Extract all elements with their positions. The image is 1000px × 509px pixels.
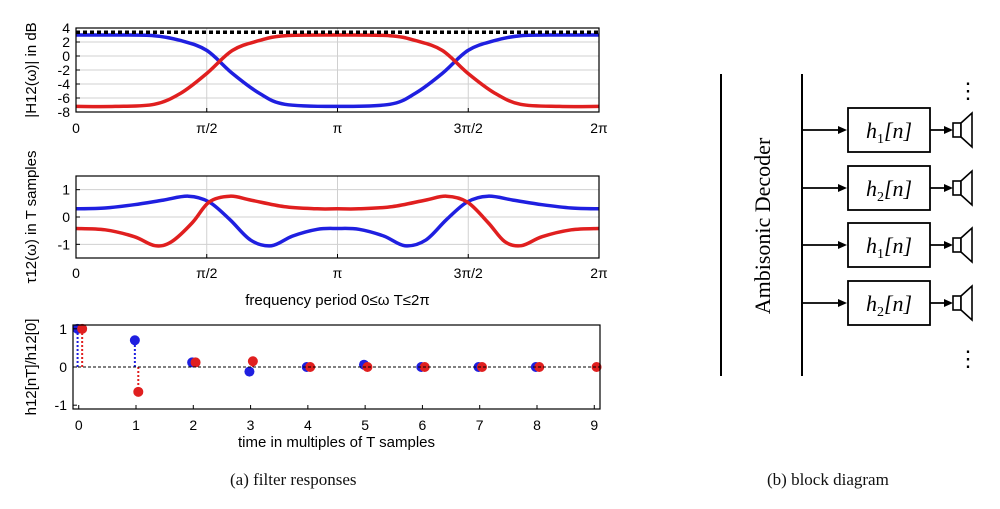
ellipsis-bottom: ⋮ (957, 346, 979, 371)
filter-label: h1[n] (866, 118, 912, 147)
x-tick-label: 2 (189, 417, 197, 433)
y-tick-label: 0 (62, 48, 70, 64)
filter-argument: [n] (884, 291, 912, 316)
x-tick-label: π (333, 265, 343, 281)
x-tick-label: π/2 (196, 265, 218, 281)
loudspeaker-cone (960, 284, 973, 322)
x-tick-label: 4 (304, 417, 312, 433)
filter-label: h2[n] (866, 291, 912, 320)
y-tick-label: -4 (58, 76, 71, 92)
caption-a: (a) filter responses (230, 470, 357, 489)
loudspeaker-icon (952, 237, 962, 253)
arrow-head (838, 184, 847, 192)
y-axis-label: τ12(ω) in T samples (23, 151, 40, 284)
x-tick-label: 3π/2 (454, 265, 483, 281)
y-tick-label: -1 (58, 236, 71, 252)
loudspeaker-icon (952, 122, 962, 138)
stem-point (77, 323, 88, 334)
loudspeaker-cone (960, 169, 973, 207)
arrow-head (944, 299, 953, 307)
arrow-head (944, 126, 953, 134)
series-line-blue (75, 33, 599, 109)
x-axis-label: frequency period 0≤ω T≤2π (245, 292, 429, 309)
x-tick-label: 3π/2 (454, 120, 483, 136)
x-tick-label: 8 (533, 417, 541, 433)
arrow-head (944, 184, 953, 192)
filter-block (847, 107, 931, 153)
x-tick-label: π (333, 120, 343, 136)
series-line-red (75, 194, 599, 248)
caption-b: (b) block diagram (767, 470, 889, 489)
x-tick-label: 9 (590, 417, 598, 433)
y-tick-label: 1 (59, 321, 67, 337)
loudspeaker-cone (960, 226, 973, 264)
filter-name: h (866, 176, 877, 201)
y-tick-label: -6 (58, 90, 71, 106)
arrow-head (838, 241, 847, 249)
stem-point (591, 362, 602, 372)
filter-subscript: 2 (877, 190, 884, 205)
filter-block (847, 222, 931, 268)
y-axis-label: |H12(ω)| in dB (23, 22, 40, 117)
filter-argument: [n] (884, 176, 912, 201)
impulse-response-chart: 1 0 -1 0 1 2 3 4 5 6 7 8 9 h12[nT]/h12[0] time in mult… (23, 319, 602, 451)
x-tick-label: 7 (476, 417, 484, 433)
filter-block (847, 165, 931, 211)
y-tick-label: 0 (59, 359, 67, 375)
filter-subscript: 1 (877, 247, 884, 262)
stem-point (476, 362, 487, 372)
x-tick-label: 5 (361, 417, 369, 433)
x-tick-label: 2π (590, 265, 608, 281)
filter-block (847, 280, 931, 326)
filter-subscript: 2 (877, 305, 884, 320)
arrow-head (838, 299, 847, 307)
stem-point (129, 335, 140, 346)
y-tick-label: 4 (62, 20, 70, 36)
x-tick-label: 1 (132, 417, 140, 433)
filter-argument: [n] (884, 118, 912, 143)
x-tick-label: π/2 (196, 120, 218, 136)
magnitude-response-chart: 420-2-4-6-80 π/2 π 3π/2 2π|H12(ω)| in dB (23, 20, 608, 136)
stem-point (244, 366, 255, 377)
y-tick-label: 1 (62, 182, 70, 198)
x-tick-label: 3 (247, 417, 255, 433)
loudspeaker-cone (960, 111, 973, 149)
stem-point (247, 356, 258, 367)
y-tick-label: 0 (62, 209, 70, 225)
x-tick-label: 0 (72, 120, 80, 136)
loudspeaker-icon (952, 295, 962, 311)
stem-point (190, 357, 201, 368)
filter-name: h (866, 118, 877, 143)
loudspeaker-icon (952, 180, 962, 196)
y-tick-label: -2 (58, 62, 71, 78)
x-tick-label: 2π (590, 120, 608, 136)
y-tick-label: 2 (62, 34, 70, 50)
x-axis-label: time in multiples of T samples (238, 434, 435, 451)
filter-label: h1[n] (866, 233, 912, 262)
filter-label: h2[n] (866, 176, 912, 205)
series-line-blue (75, 194, 599, 248)
x-tick-label: 0 (75, 417, 83, 433)
x-tick-label: 6 (419, 417, 427, 433)
filter-subscript: 1 (877, 132, 884, 147)
ellipsis-top: ⋮ (957, 78, 979, 103)
y-tick-label: -8 (58, 104, 71, 120)
filter-argument: [n] (884, 233, 912, 258)
arrow-head (944, 241, 953, 249)
y-tick-label: -1 (55, 397, 68, 413)
filter-name: h (866, 291, 877, 316)
series-line-red (75, 33, 599, 109)
x-tick-label: 0 (72, 265, 80, 281)
decoder-label: Ambisonic Decoder (750, 137, 775, 314)
filter-name: h (866, 233, 877, 258)
arrow-head (838, 126, 847, 134)
stem-point (133, 386, 144, 397)
y-axis-label: h12[nT]/h12[0] (23, 319, 40, 416)
stem-point (362, 362, 373, 372)
